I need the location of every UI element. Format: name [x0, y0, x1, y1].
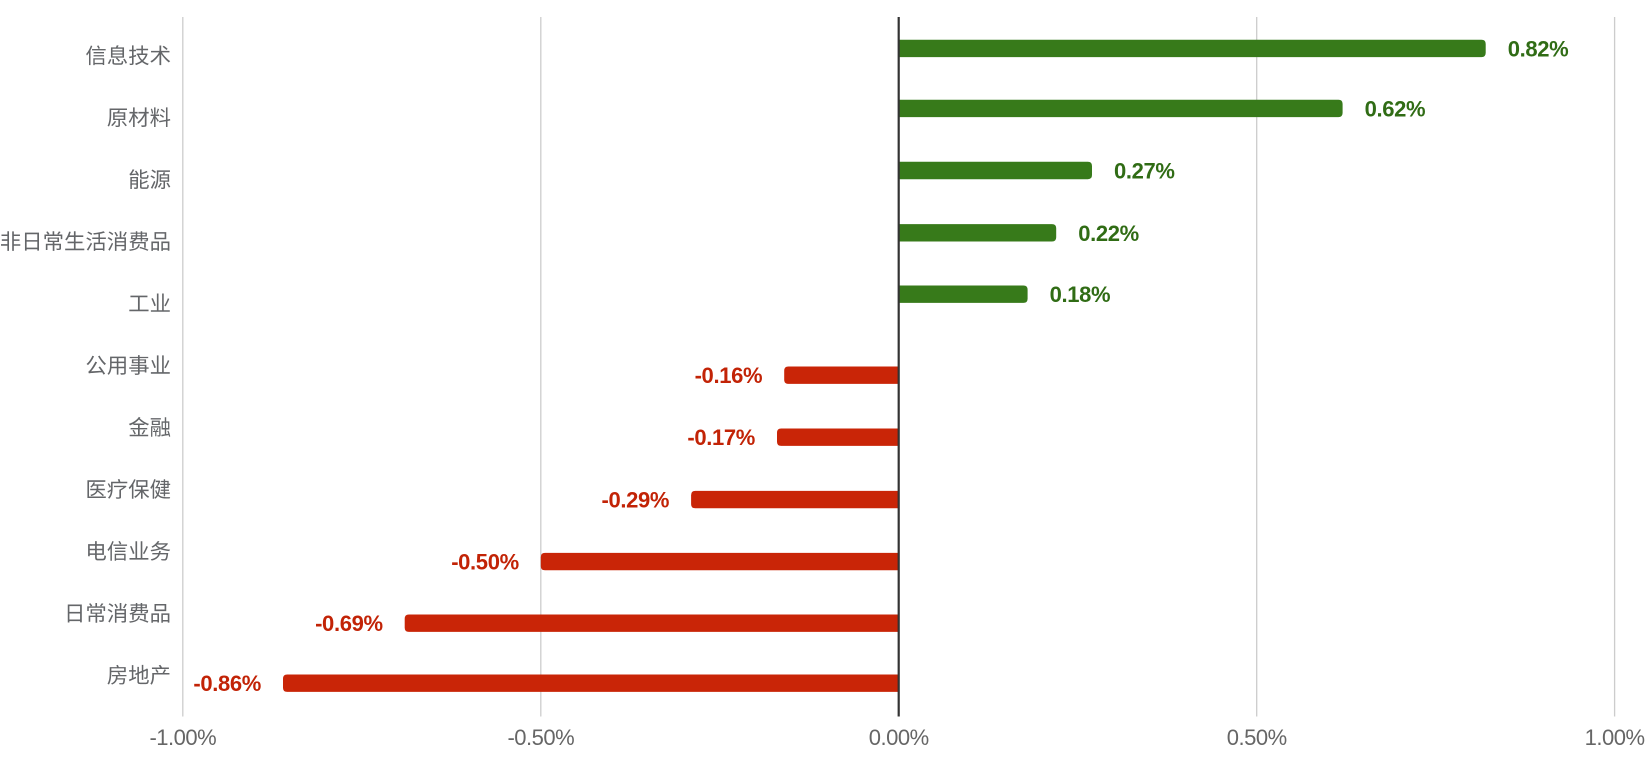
- svg-text:-1.00%: -1.00%: [149, 725, 216, 750]
- svg-text:-0.50%: -0.50%: [507, 725, 574, 750]
- svg-text:0.18%: 0.18%: [1050, 282, 1111, 307]
- svg-text:0.50%: 0.50%: [1227, 725, 1287, 750]
- svg-text:-0.86%: -0.86%: [193, 671, 261, 696]
- svg-text:-0.17%: -0.17%: [687, 425, 755, 450]
- svg-text:0.62%: 0.62%: [1365, 96, 1426, 121]
- svg-text:-0.16%: -0.16%: [695, 363, 763, 388]
- svg-text:0.82%: 0.82%: [1508, 36, 1569, 61]
- svg-text:0.00%: 0.00%: [869, 725, 929, 750]
- svg-text:0.27%: 0.27%: [1114, 159, 1175, 184]
- svg-text:-0.50%: -0.50%: [451, 550, 519, 575]
- svg-text:-0.69%: -0.69%: [315, 611, 383, 636]
- svg-text:0.22%: 0.22%: [1078, 221, 1139, 246]
- svg-text:1.00%: 1.00%: [1585, 725, 1645, 750]
- svg-text:-0.29%: -0.29%: [601, 488, 669, 513]
